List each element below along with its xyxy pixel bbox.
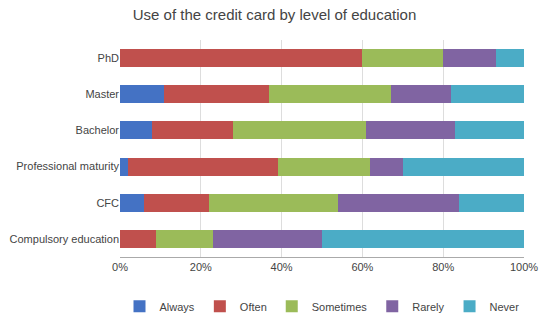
svg-text:Use of the credit card by leve: Use of the credit card by level of educa…: [133, 6, 417, 23]
svg-text:0%: 0%: [112, 261, 128, 273]
svg-text:Sometimes: Sometimes: [312, 301, 368, 313]
svg-text:40%: 40%: [271, 261, 293, 273]
svg-text:60%: 60%: [351, 261, 373, 273]
svg-text:80%: 80%: [432, 261, 454, 273]
svg-text:CFC: CFC: [96, 197, 119, 209]
svg-text:100%: 100%: [510, 261, 538, 273]
svg-text:Often: Often: [240, 301, 267, 313]
svg-text:Bachelor: Bachelor: [76, 124, 120, 136]
svg-text:Compulsory education: Compulsory education: [10, 233, 119, 245]
svg-text:Always: Always: [160, 301, 195, 313]
svg-text:Professional maturity: Professional maturity: [16, 160, 119, 172]
svg-text:Rarely: Rarely: [412, 301, 444, 313]
svg-text:20%: 20%: [190, 261, 212, 273]
svg-text:PhD: PhD: [98, 52, 119, 64]
svg-text:Never: Never: [490, 301, 520, 313]
svg-text:Master: Master: [85, 88, 119, 100]
